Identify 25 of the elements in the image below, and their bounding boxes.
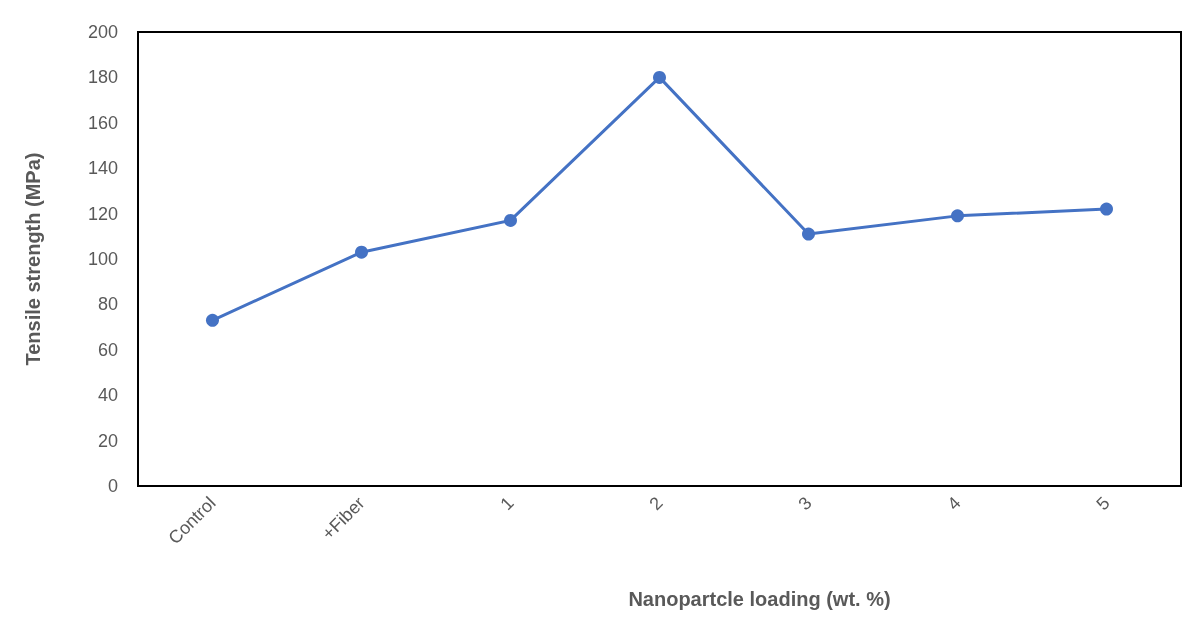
point [355, 245, 368, 259]
y-tick-label: 200 [87, 22, 118, 42]
x-axis-title: Nanopartcle loading (wt. %) [628, 588, 891, 610]
y-tick-label: 120 [87, 203, 118, 224]
point [653, 70, 666, 84]
y-tick-label: 60 [97, 339, 118, 360]
y-tick-label: 100 [87, 249, 118, 269]
y-tick-label: 40 [97, 385, 118, 406]
x-tick-label: 4 [943, 492, 965, 515]
point [802, 227, 815, 241]
point [1100, 202, 1113, 216]
y-tick-label: 180 [87, 67, 118, 88]
x-tick-label: 2 [645, 492, 667, 515]
x-tick-label: 1 [496, 492, 518, 515]
y-tick-label: 160 [87, 112, 118, 133]
point [206, 313, 219, 327]
point [951, 209, 964, 223]
y-axis-title: Tensile strength (MPa) [22, 152, 44, 366]
y-tick-label: 20 [97, 430, 118, 451]
y-tick-label: 0 [107, 476, 118, 496]
y-tick-label: 140 [87, 158, 118, 179]
x-tick-label: 3 [794, 492, 816, 515]
x-tick-label: 5 [1092, 492, 1114, 515]
point [504, 213, 517, 227]
y-tick-label: 80 [97, 294, 118, 315]
